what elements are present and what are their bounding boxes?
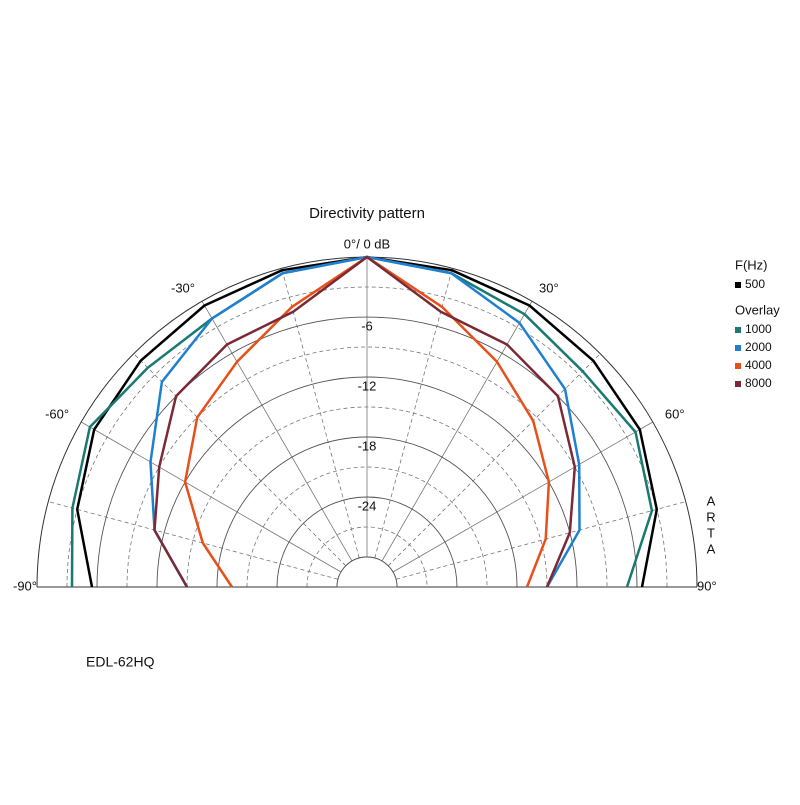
angle-tick-label: -30° (171, 281, 195, 296)
ring (96, 316, 638, 588)
ring (216, 436, 518, 588)
spoke (81, 421, 342, 573)
side-letter: A (707, 493, 716, 508)
angle-tick-label: 0°/ 0 dB (344, 236, 390, 251)
spoke (201, 301, 353, 562)
side-letter: A (707, 541, 716, 556)
legend-swatch (735, 381, 741, 387)
legend-swatch (735, 363, 741, 369)
spoke (48, 501, 339, 580)
r-tick-label: -24 (358, 498, 377, 513)
spoke (374, 268, 453, 559)
angle-tick-label: -90° (13, 578, 37, 593)
legend-label: 1000 (745, 322, 772, 336)
angle-tick-label: 60° (665, 406, 685, 421)
angle-tick-label: 30° (539, 281, 559, 296)
ring (156, 376, 578, 588)
legend-swatch (735, 327, 741, 333)
minor-ring (246, 466, 488, 588)
side-letter: T (707, 525, 715, 540)
ring (276, 496, 458, 588)
spoke (281, 268, 360, 559)
r-tick-label: -6 (361, 318, 373, 333)
overlay-title: Overlay (735, 302, 780, 317)
legend-swatch (735, 282, 741, 288)
inner-cap (336, 556, 398, 588)
series-line (149, 255, 581, 588)
r-tick-label: -18 (358, 438, 377, 453)
r-tick-label: -12 (358, 378, 377, 393)
series-line (153, 255, 577, 588)
legend-label: 2000 (745, 340, 772, 354)
angle-tick-label: 90° (697, 578, 717, 593)
chart-title: Directivity pattern (309, 205, 425, 222)
legend-label: 4000 (745, 358, 772, 372)
spoke (387, 353, 601, 567)
spoke (381, 301, 533, 562)
legend-label: 500 (745, 277, 765, 291)
angle-tick-label: -60° (45, 406, 69, 421)
side-letter: R (706, 509, 715, 524)
legend-title: F(Hz) (735, 257, 768, 272)
footer: EDL-62HQ (86, 654, 155, 670)
spoke (133, 353, 347, 567)
spoke (395, 501, 686, 580)
spoke (392, 421, 653, 573)
legend-swatch (735, 345, 741, 351)
legend-label: 8000 (745, 376, 772, 390)
